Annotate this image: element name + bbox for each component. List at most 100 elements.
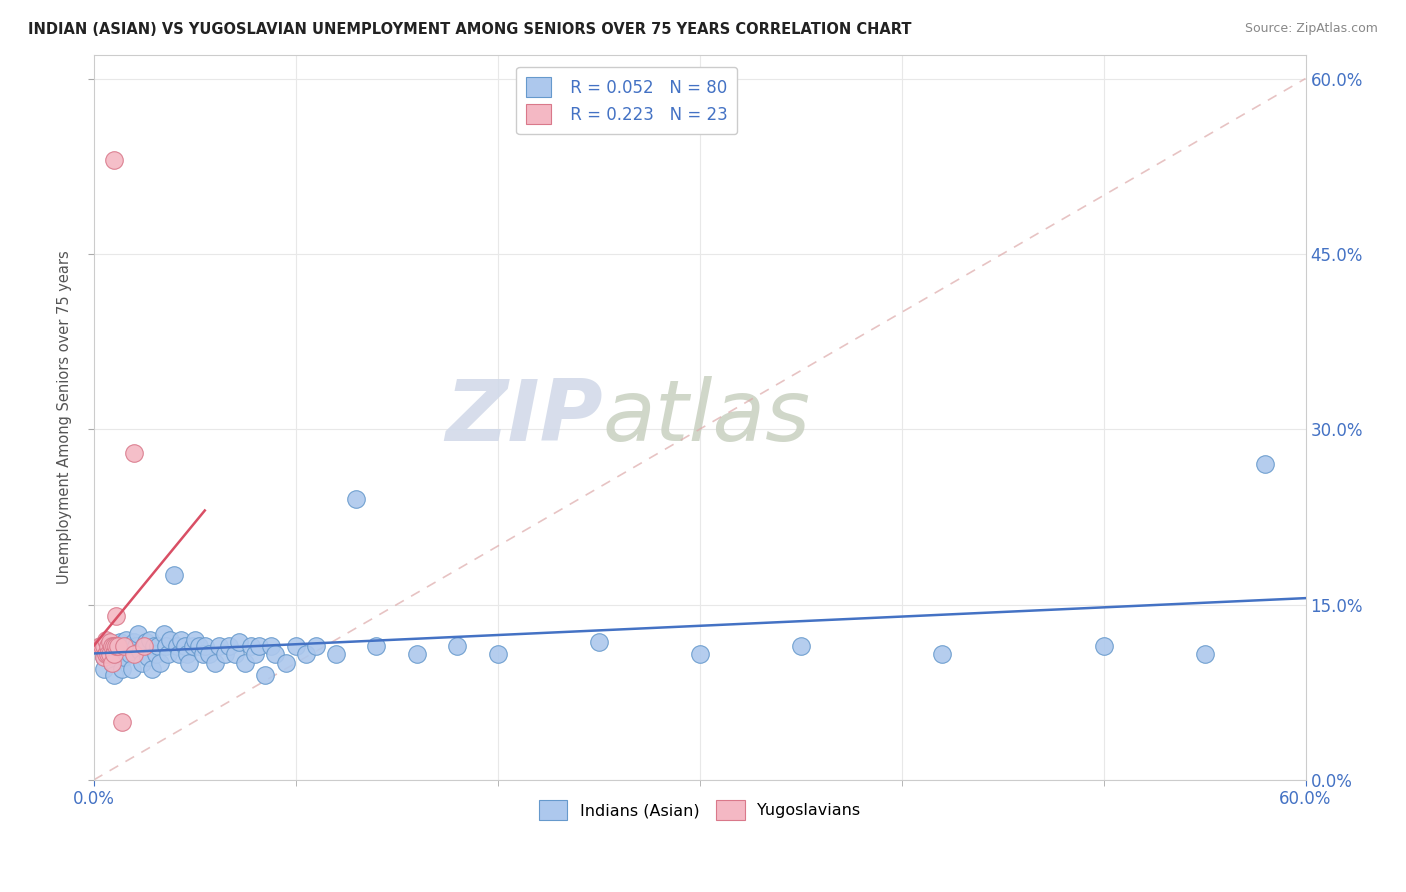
Point xyxy=(89,639,111,653)
Point xyxy=(127,627,149,641)
Point xyxy=(94,632,117,647)
Point xyxy=(260,639,283,653)
Point xyxy=(155,639,177,653)
Point xyxy=(366,639,388,653)
Point xyxy=(93,650,115,665)
Point xyxy=(224,647,246,661)
Point xyxy=(104,609,127,624)
Point xyxy=(111,662,134,676)
Text: atlas: atlas xyxy=(603,376,811,459)
Point xyxy=(120,647,142,661)
Point xyxy=(204,656,226,670)
Point xyxy=(143,639,166,653)
Point xyxy=(135,635,157,649)
Point xyxy=(159,632,181,647)
Text: ZIP: ZIP xyxy=(446,376,603,459)
Point xyxy=(136,650,159,665)
Point xyxy=(191,647,214,661)
Point xyxy=(194,639,217,653)
Point xyxy=(274,656,297,670)
Point xyxy=(93,639,115,653)
Point xyxy=(129,644,152,658)
Point xyxy=(103,153,125,168)
Point xyxy=(125,639,148,653)
Point xyxy=(325,647,347,661)
Point xyxy=(284,639,307,653)
Point xyxy=(187,639,209,653)
Point xyxy=(98,647,121,661)
Point xyxy=(931,647,953,661)
Point xyxy=(141,662,163,676)
Point xyxy=(264,647,287,661)
Y-axis label: Unemployment Among Seniors over 75 years: Unemployment Among Seniors over 75 years xyxy=(58,251,72,584)
Point xyxy=(157,647,180,661)
Point xyxy=(233,656,256,670)
Point xyxy=(153,627,176,641)
Point xyxy=(254,667,277,681)
Point xyxy=(93,639,115,653)
Point xyxy=(405,647,427,661)
Point xyxy=(245,647,267,661)
Point xyxy=(115,632,138,647)
Point xyxy=(97,639,120,653)
Point xyxy=(240,639,263,653)
Point xyxy=(134,639,156,653)
Point xyxy=(94,647,117,661)
Point xyxy=(93,650,115,665)
Point xyxy=(1092,639,1115,653)
Point xyxy=(134,639,156,653)
Point xyxy=(294,647,316,661)
Point xyxy=(107,639,129,653)
Point xyxy=(103,647,125,661)
Point xyxy=(208,639,231,653)
Point xyxy=(1254,458,1277,472)
Point xyxy=(122,635,145,649)
Point xyxy=(139,632,162,647)
Point xyxy=(104,639,127,653)
Point xyxy=(121,662,143,676)
Point xyxy=(169,632,191,647)
Point xyxy=(145,647,167,661)
Point xyxy=(122,445,145,459)
Text: INDIAN (ASIAN) VS YUGOSLAVIAN UNEMPLOYMENT AMONG SENIORS OVER 75 YEARS CORRELATI: INDIAN (ASIAN) VS YUGOSLAVIAN UNEMPLOYME… xyxy=(28,22,911,37)
Point xyxy=(101,656,124,670)
Text: Source: ZipAtlas.com: Source: ZipAtlas.com xyxy=(1244,22,1378,36)
Point xyxy=(173,639,195,653)
Point xyxy=(101,656,124,670)
Point xyxy=(1194,647,1216,661)
Point xyxy=(112,639,135,653)
Point xyxy=(177,656,200,670)
Point xyxy=(112,639,135,653)
Point xyxy=(122,647,145,661)
Point xyxy=(305,639,328,653)
Point xyxy=(111,714,134,729)
Point xyxy=(228,635,250,649)
Point xyxy=(101,639,124,653)
Point xyxy=(148,639,170,653)
Point xyxy=(97,635,120,649)
Point xyxy=(247,639,270,653)
Point xyxy=(689,647,711,661)
Point xyxy=(98,647,121,661)
Point xyxy=(107,639,129,653)
Point xyxy=(103,639,125,653)
Point xyxy=(117,639,139,653)
Point xyxy=(446,639,468,653)
Point xyxy=(108,635,131,649)
Point xyxy=(131,656,153,670)
Legend: Indians (Asian), Yugoslavians: Indians (Asian), Yugoslavians xyxy=(533,794,868,826)
Point xyxy=(98,635,121,649)
Point xyxy=(166,639,188,653)
Point xyxy=(486,647,509,661)
Point xyxy=(176,647,198,661)
Point xyxy=(181,639,204,653)
Point xyxy=(103,639,125,653)
Point xyxy=(93,662,115,676)
Point xyxy=(149,656,172,670)
Point xyxy=(163,568,186,582)
Point xyxy=(90,639,112,653)
Point xyxy=(103,656,125,670)
Point xyxy=(218,639,240,653)
Point xyxy=(789,639,811,653)
Point xyxy=(214,647,236,661)
